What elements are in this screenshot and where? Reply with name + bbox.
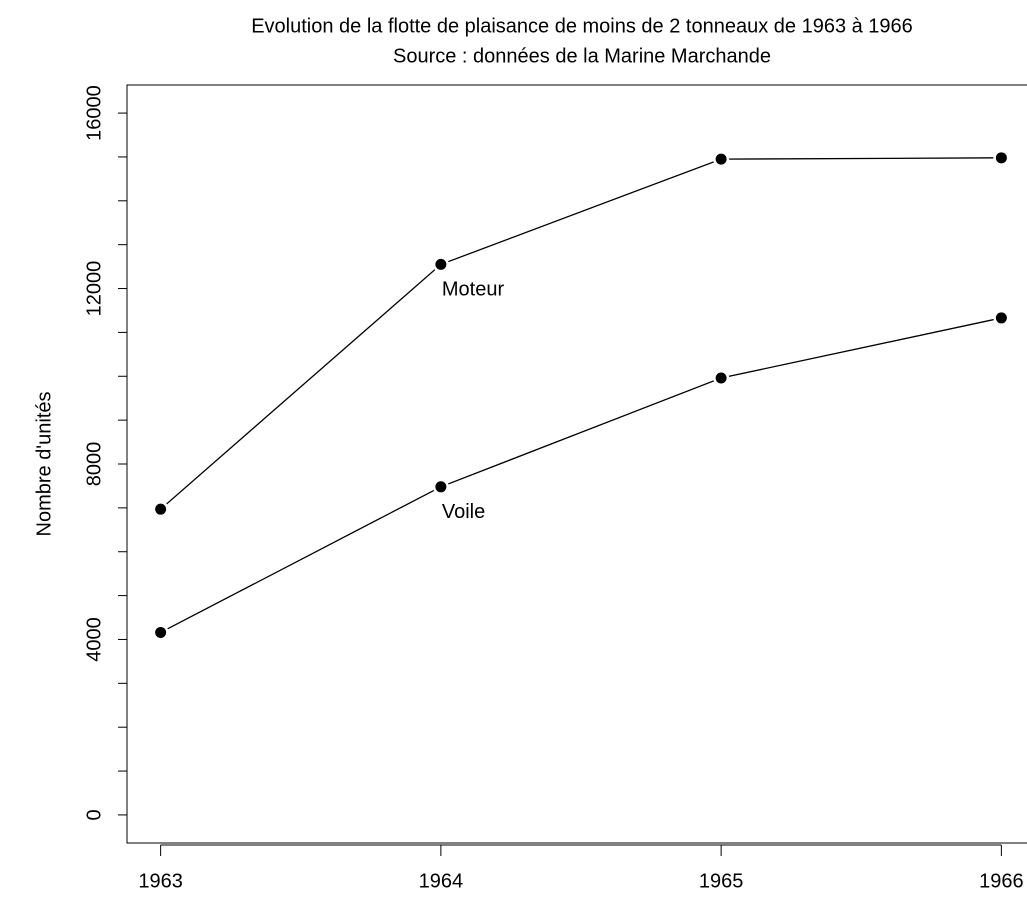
point <box>152 624 169 641</box>
x-tick-label: 1965 <box>699 870 744 892</box>
series-line <box>160 157 1002 510</box>
chart-subtitle: Source : données de la Marine Marchande <box>393 45 771 67</box>
point <box>713 151 730 168</box>
x-tick-label: 1966 <box>979 870 1024 892</box>
y-tick-label: 8000 <box>83 442 105 487</box>
plot-box <box>126 84 1027 844</box>
point <box>432 256 449 273</box>
x-tick-label: 1964 <box>419 870 464 892</box>
series-line <box>160 317 1002 634</box>
point <box>993 309 1010 326</box>
y-tick-label: 16000 <box>83 85 105 141</box>
y-tick-label: 0 <box>83 809 105 820</box>
point <box>993 149 1010 166</box>
y-axis-label: Nombre d'unités <box>33 392 55 537</box>
chart-title: Evolution de la flotte de plaisance de m… <box>251 15 913 37</box>
point <box>152 501 169 518</box>
x-tick-label: 1963 <box>138 870 183 892</box>
series-label: Moteur <box>442 279 505 301</box>
point <box>432 478 449 495</box>
series-label: Voile <box>442 501 485 523</box>
y-tick-label: 4000 <box>83 617 105 662</box>
y-tick-label: 12000 <box>83 261 105 317</box>
point <box>713 370 730 387</box>
